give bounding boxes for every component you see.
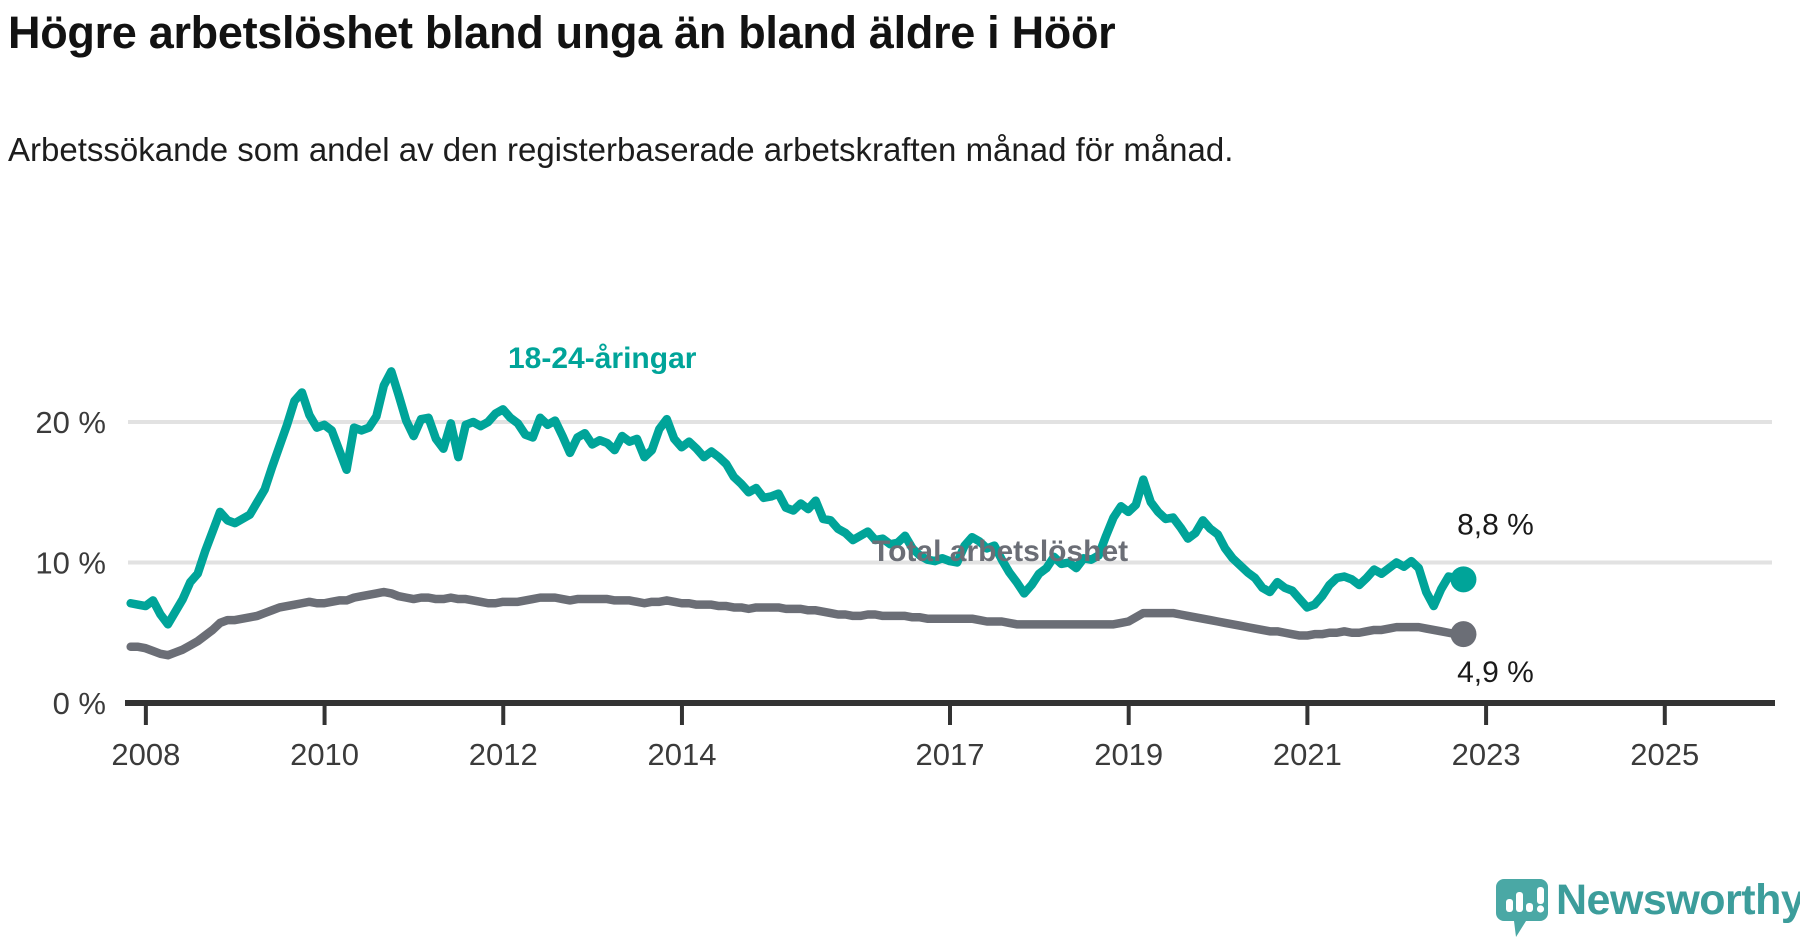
page-subtitle: Arbetssökande som andel av den registerb…	[8, 131, 1234, 168]
series-line-total	[126, 587, 1468, 660]
newsworthy-logo-icon	[1496, 879, 1548, 937]
x-axis-tick-label: 2021	[1273, 737, 1342, 772]
x-axis-tick-label: 2025	[1630, 737, 1699, 772]
series-lines-group	[126, 367, 1468, 660]
series-line-young	[126, 367, 1468, 629]
x-axis-tick-label: 2014	[647, 737, 716, 772]
series-label-young: 18-24-åringar	[508, 342, 697, 375]
x-axis-tick-label: 2019	[1094, 737, 1163, 772]
page-title: Högre arbetslöshet bland unga än bland ä…	[8, 7, 1116, 58]
newsworthy-logo-text: Newsworthy	[1556, 876, 1800, 924]
y-axis-ticks-group: 0 % 10 % 20 %	[35, 405, 106, 721]
x-axis-group: 2008 2010 2012 2014 2017 2019 2021 2023 2025	[111, 700, 1775, 772]
value-label-total: 4,9 %	[1457, 656, 1534, 689]
y-axis-tick-label: 10 %	[35, 546, 106, 581]
series-endpoint-young	[1450, 566, 1477, 593]
x-axis-tick-label: 2017	[916, 737, 985, 772]
y-axis-tick-label: 0 %	[53, 686, 106, 721]
value-label-young: 8,8 %	[1457, 508, 1534, 541]
series-endpoint-total	[1450, 621, 1477, 648]
x-axis-tick-label: 2010	[290, 737, 359, 772]
x-axis-tick-label: 2012	[469, 737, 538, 772]
y-axis-tick-label: 20 %	[35, 405, 106, 440]
x-axis-tick-label: 2008	[111, 737, 180, 772]
series-endpoints-group	[1450, 566, 1477, 648]
x-axis-tick-label: 2023	[1452, 737, 1521, 772]
series-label-total: Total arbetslöshet	[872, 535, 1128, 568]
